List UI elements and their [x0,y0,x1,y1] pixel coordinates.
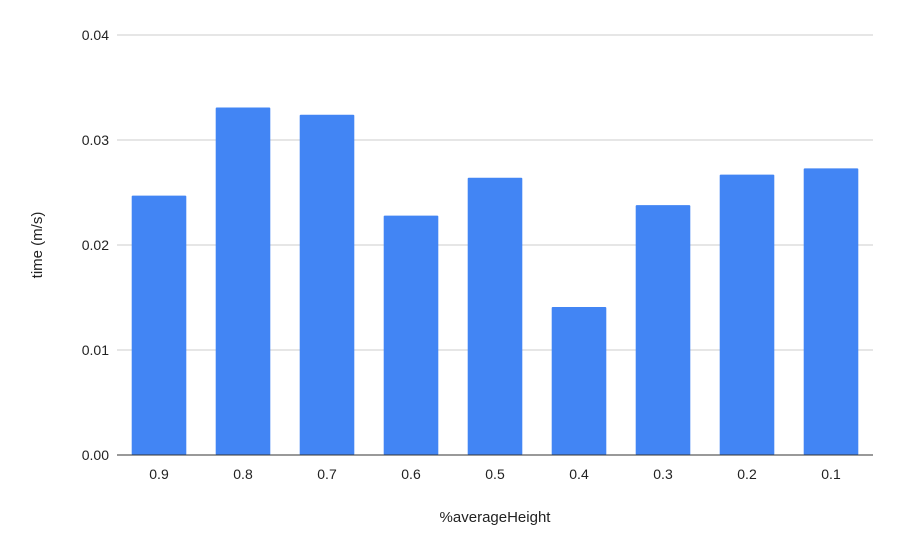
x-tick-label: 0.4 [569,466,589,482]
bar [551,306,607,455]
x-tick-label: 0.7 [317,466,337,482]
y-axis-title: time (m/s) [29,212,46,279]
y-tick-label: 0.03 [82,132,109,148]
bars [131,107,859,456]
x-axis-title: %averageHeight [440,509,552,526]
x-tick-label: 0.2 [737,466,757,482]
y-tick-label: 0.02 [82,237,109,253]
x-tick-label: 0.3 [653,466,673,482]
y-tick-labels: 0.00 0.01 0.02 0.03 0.04 [82,27,109,463]
bar [299,114,355,456]
x-tick-label: 0.5 [485,466,505,482]
y-tick-label: 0.04 [82,27,109,43]
x-tick-label: 0.8 [233,466,253,482]
bar [803,168,859,455]
bar [131,195,187,455]
x-tick-label: 0.1 [821,466,841,482]
bar [635,205,691,455]
x-tick-label: 0.6 [401,466,421,482]
y-tick-label: 0.01 [82,342,109,358]
y-tick-label: 0.00 [82,447,109,463]
bar [215,107,271,455]
x-tick-labels: 0.9 0.8 0.7 0.6 0.5 0.4 0.3 0.2 0.1 [149,466,841,482]
bar [467,177,523,456]
x-tick-label: 0.9 [149,466,169,482]
bar [383,215,439,455]
bar [719,174,775,455]
